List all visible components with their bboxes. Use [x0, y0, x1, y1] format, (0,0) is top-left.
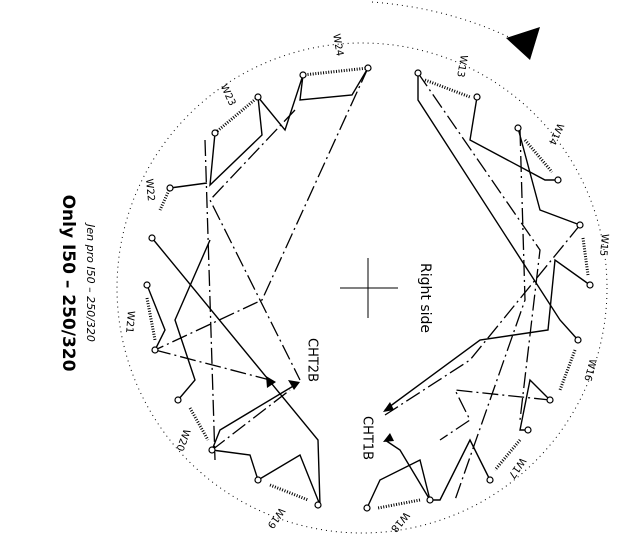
winding-label: W17: [506, 455, 528, 480]
rotation-arrow: [506, 27, 540, 60]
subtitle: Jen pro I50 – 250/320: [84, 222, 97, 342]
winding-label: W16: [581, 358, 597, 383]
center-cross: [340, 258, 398, 318]
output-arrows: [266, 376, 394, 442]
winding-label: W15: [597, 233, 610, 256]
connections: [146, 67, 591, 509]
winding-label: W18: [388, 509, 411, 533]
coils: [145, 66, 590, 510]
winding-label: W20: [173, 427, 191, 452]
winding-label: W21: [123, 310, 136, 333]
title: Only I50 – 250/320: [58, 195, 78, 372]
winding-label: W23: [218, 83, 238, 108]
winding-label: W19: [265, 505, 287, 530]
rotation-arc: [371, 1, 516, 41]
winding-label: W24: [330, 33, 345, 57]
rotor-circle: [116, 42, 608, 534]
output-label: CHT2B: [305, 338, 320, 382]
output-label: CHT1B: [360, 416, 375, 460]
winding-label: W14: [546, 121, 566, 146]
winding-label: W13: [454, 54, 469, 78]
terminals: [143, 64, 594, 512]
dash-dot-connections: [154, 67, 581, 501]
center-label: Right side: [417, 263, 433, 333]
winding-label: W22: [143, 178, 156, 201]
